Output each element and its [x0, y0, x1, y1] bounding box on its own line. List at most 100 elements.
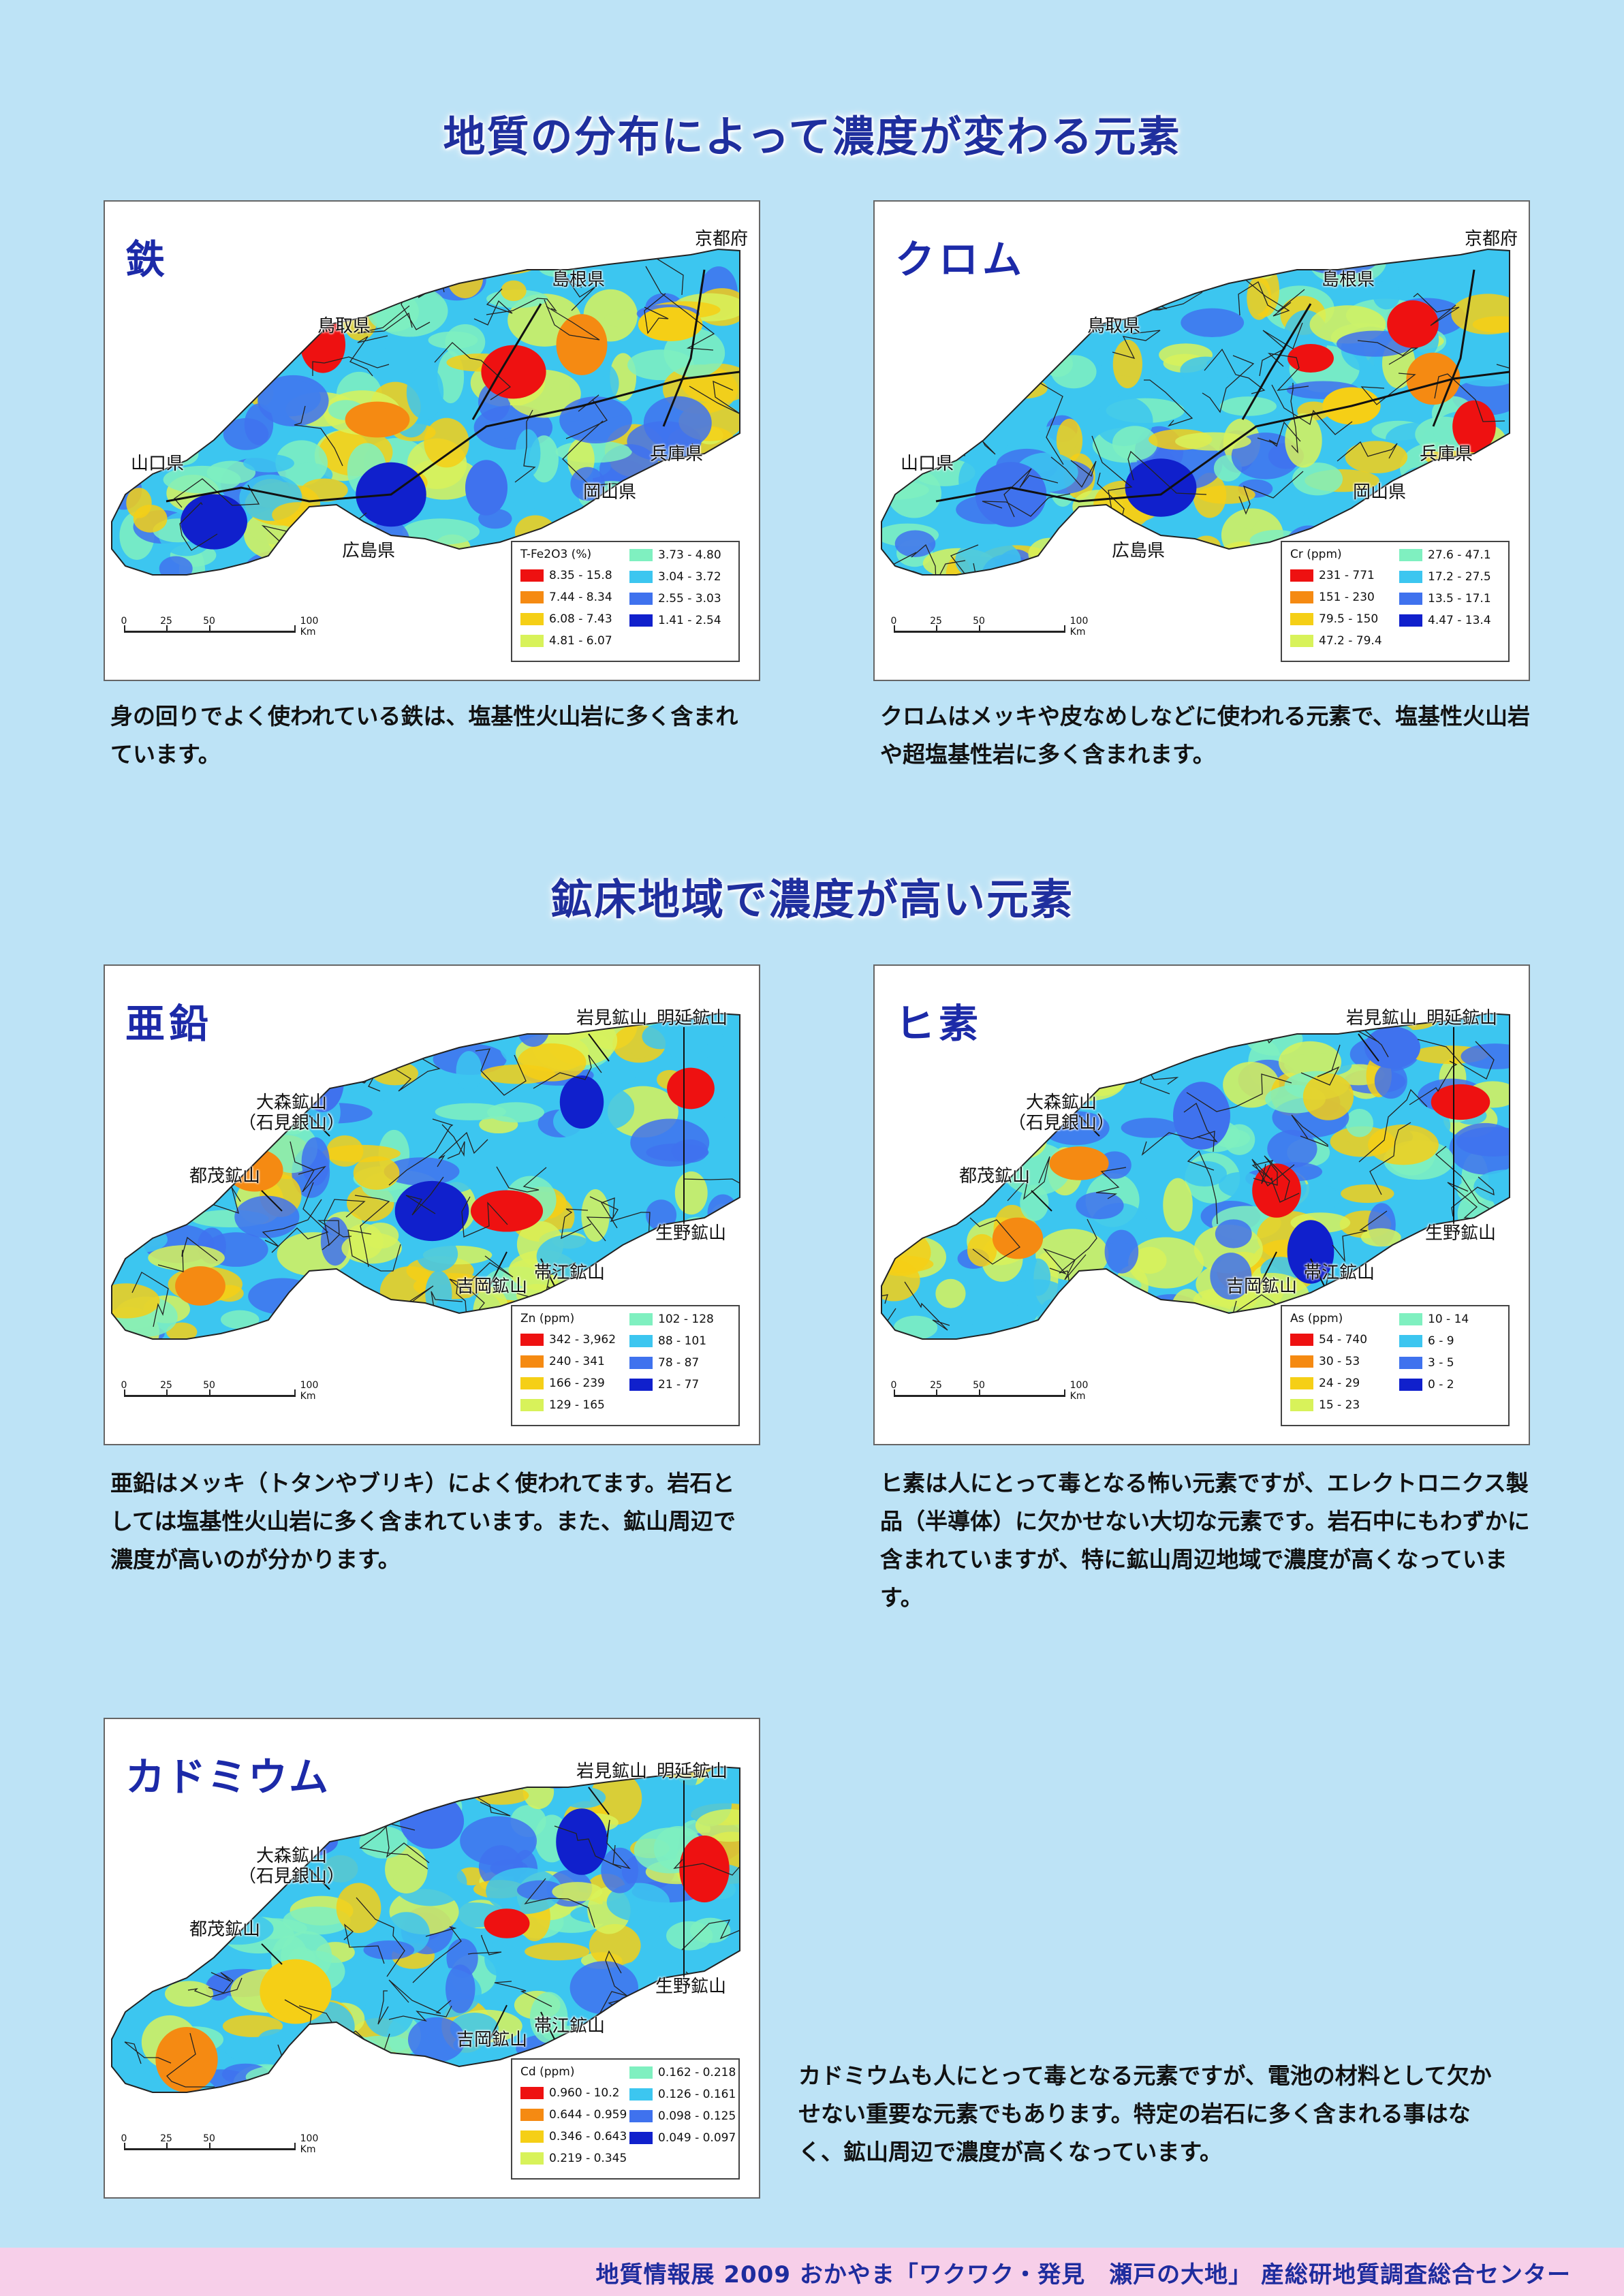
legend-item: 10 - 14: [1399, 1312, 1469, 1327]
mine-label-iwami: 岩見鉱山: [576, 1761, 648, 1782]
scale-label: 100 Km: [300, 2133, 319, 2155]
legend-label: 30 - 53: [1319, 1355, 1360, 1368]
legend-label: 0.098 - 0.125: [658, 2109, 736, 2123]
legend-item: 6.08 - 7.43: [520, 612, 612, 627]
legend-label: 166 - 239: [549, 1377, 605, 1390]
legend-swatch: [520, 1399, 544, 1411]
legend-swatch: [1399, 571, 1422, 583]
legend-label: 0 - 2: [1428, 1378, 1454, 1391]
legend-label: 88 - 101: [658, 1334, 707, 1348]
scale-label: 0: [121, 1380, 127, 1391]
mine-label-omori: 大森鉱山 （石見銀山）: [1008, 1092, 1115, 1133]
mine-label-iwami: 岩見鉱山: [1346, 1008, 1418, 1028]
place-label-okayama: 岡山県: [1353, 482, 1407, 503]
legend-swatch: [520, 569, 544, 582]
legend-label: 3.04 - 3.72: [658, 570, 721, 584]
legend-label: 8.35 - 15.8: [549, 569, 612, 582]
description-iron: 身の回りでよく使われている鉄は、塩基性火山岩に多く含まれています。: [110, 703, 738, 768]
legend-label: 0.162 - 0.218: [658, 2066, 736, 2079]
place-label-okayama: 岡山県: [583, 482, 637, 503]
mine-label-yoshioka: 吉岡鉱山: [456, 2030, 528, 2050]
legend-item: 21 - 77: [629, 1377, 699, 1392]
legend-label: 1.41 - 2.54: [658, 614, 721, 627]
mine-label-ikuno: 生野鉱山: [655, 1223, 727, 1244]
legend-item: 129 - 165: [520, 1398, 605, 1413]
element-name: ヒ素: [895, 1001, 983, 1047]
mine-label-meien: 明延鉱山: [1426, 1008, 1498, 1028]
legend-item: 6 - 9: [1399, 1334, 1454, 1349]
legend-swatch: [629, 1379, 653, 1391]
legend-item: 102 - 128: [629, 1312, 714, 1327]
legend-item: 3.73 - 4.80: [629, 548, 721, 563]
mine-label-obie: 帯江鉱山: [534, 1263, 606, 1283]
mine-label-ikuno: 生野鉱山: [1425, 1223, 1497, 1244]
mine-label-obie: 帯江鉱山: [1304, 1263, 1375, 1283]
legend-label: 0.960 - 10.2: [549, 2086, 620, 2100]
place-label-hyogo: 兵庫県: [650, 444, 704, 465]
legend-item: 15 - 23: [1290, 1398, 1360, 1413]
legend-swatch: [1290, 613, 1313, 625]
mine-label-yoshioka: 吉岡鉱山: [1226, 1276, 1298, 1297]
place-label-shimane: 島根県: [1322, 270, 1375, 290]
legend-swatch: [629, 1335, 653, 1347]
element-name: 亜鉛: [125, 1001, 213, 1047]
legend-item: 0.126 - 0.161: [629, 2087, 736, 2102]
scale-tick: [166, 2143, 168, 2150]
mine-label-obie: 帯江鉱山: [534, 2016, 606, 2036]
legend-label: 0.049 - 0.097: [658, 2131, 736, 2145]
legend-label: 342 - 3,962: [549, 1333, 616, 1347]
map-legend: Cr (ppm) 231 - 771 151 - 230 79.5 - 150 47.2…: [1281, 541, 1510, 662]
legend-swatch: [520, 591, 544, 603]
scale-tick: [294, 1389, 296, 1397]
scale-tick: [894, 1389, 895, 1397]
description-cadmium: カドミウムも人にとって毒となる元素ですが、電池の材料として欠かせない重要な元素で…: [798, 2062, 1492, 2165]
map-legend: Zn (ppm) 342 - 3,962 240 - 341 166 - 239 129…: [511, 1305, 740, 1426]
scale-tick: [936, 1389, 937, 1397]
legend-item: 166 - 239: [520, 1376, 605, 1391]
legend-swatch: [629, 2066, 653, 2079]
mine-label-iwami: 岩見鉱山: [576, 1008, 648, 1028]
legend-swatch: [520, 2109, 544, 2121]
mine-label-yoshioka: 吉岡鉱山: [456, 1276, 528, 1297]
scale-label: 50: [203, 2133, 215, 2144]
scale-tick: [209, 2143, 210, 2150]
legend-item: 342 - 3,962: [520, 1332, 616, 1347]
scale-tick: [979, 1389, 980, 1397]
map-panel-zinc: 亜鉛 岩見鉱山 明延鉱山 大森鉱山 （石見銀山） 都茂鉱山 生野鉱山 帯江鉱山 …: [104, 964, 760, 1445]
legend-label: 17.2 - 27.5: [1428, 570, 1491, 584]
map-panel-chromium: クロム 京都府 島根県 鳥取県 山口県 兵庫県 岡山県 広島県 0 25 50 100…: [873, 200, 1530, 681]
legend-item: 0.960 - 10.2: [520, 2086, 619, 2101]
map-scale-bar: 0 25 50 100 Km: [891, 1380, 1089, 1407]
legend-swatch: [1399, 1335, 1422, 1347]
legend-label: 24 - 29: [1319, 1377, 1360, 1390]
legend-label: 240 - 341: [549, 1355, 605, 1368]
legend-item: 2.55 - 3.03: [629, 591, 721, 606]
legend-label: 3.73 - 4.80: [658, 548, 721, 562]
legend-title: As (ppm): [1290, 1312, 1343, 1325]
legend-label: 54 - 740: [1319, 1333, 1368, 1347]
legend-label: 27.6 - 47.1: [1428, 548, 1491, 562]
scale-tick: [209, 1389, 210, 1397]
legend-item: 1.41 - 2.54: [629, 613, 721, 628]
legend-label: 6 - 9: [1428, 1334, 1454, 1348]
mine-label-ikuno: 生野鉱山: [655, 1977, 727, 1997]
legend-item: 240 - 341: [520, 1354, 605, 1369]
legend-item: 78 - 87: [629, 1355, 699, 1370]
legend-label: 129 - 165: [549, 1398, 605, 1412]
legend-swatch: [629, 549, 653, 561]
legend-swatch: [520, 1377, 544, 1389]
legend-label: 47.2 - 79.4: [1319, 634, 1382, 648]
legend-item: 0.098 - 0.125: [629, 2109, 736, 2124]
legend-label: 4.81 - 6.07: [549, 634, 612, 648]
scale-label: 50: [973, 616, 985, 627]
legend-item: 4.81 - 6.07: [520, 633, 612, 648]
mine-label-omori: 大森鉱山 （石見銀山）: [238, 1846, 345, 1887]
mine-label-tsumo: 都茂鉱山: [959, 1166, 1031, 1186]
description-zinc: 亜鉛はメッキ（トタンやブリキ）によく使われてます。岩石としては塩基性火山岩に多く…: [110, 1470, 736, 1573]
legend-item: 17.2 - 27.5: [1399, 569, 1491, 584]
legend-label: 15 - 23: [1319, 1398, 1360, 1412]
legend-swatch: [629, 571, 653, 583]
place-label-tottori: 鳥取県: [1087, 316, 1141, 336]
mine-label-tsumo: 都茂鉱山: [189, 1919, 261, 1940]
legend-swatch: [520, 2152, 544, 2165]
